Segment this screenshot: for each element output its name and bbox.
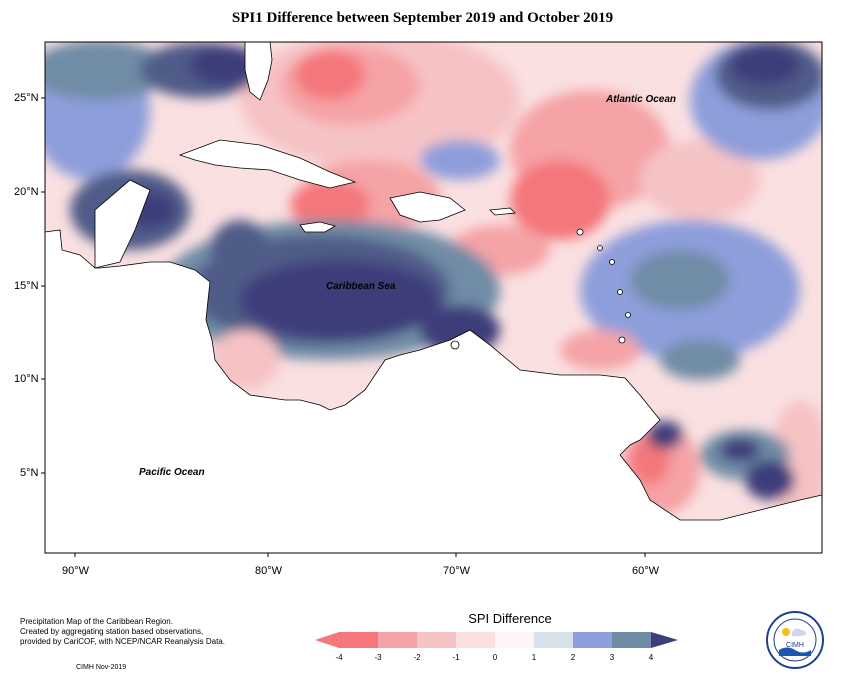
lesser-antilles [450,228,631,350]
map-frame [44,41,823,554]
legend-tick: -3 [374,653,382,662]
lat-label-25: 25°N [14,92,39,104]
legend-title: SPI Difference [468,611,552,626]
legend-tick: 0 [492,653,498,662]
legend-tick: -4 [335,653,343,662]
credits-line-3: provided by CariCOF, with NCEP/NCAR Rean… [20,637,225,646]
credits-line-2: Created by aggregating station based obs… [20,627,204,636]
pacific-ocean-label: Pacific Ocean [139,467,205,478]
legend-tick: 1 [531,653,537,662]
legend-min-arrow [315,632,339,648]
lat-label-5: 5°N [20,467,39,479]
land-masses [44,41,823,554]
legend-tick: 3 [609,653,615,662]
caribbean-sea-label: Caribbean Sea [326,281,396,292]
lon-label-80: 80°W [255,565,283,577]
credits-line-1: Precipitation Map of the Caribbean Regio… [20,617,173,626]
lat-label-20: 20°N [14,186,39,198]
legend-tick: -1 [452,653,460,662]
cimh-logo-icon: CIMH [766,611,824,669]
legend-colorbar [315,632,678,648]
atlantic-ocean-label: Atlantic Ocean [606,94,677,105]
legend-tick: -2 [413,653,421,662]
credits-date: CIMH Nov-2019 [76,664,127,671]
lon-label-60: 60°W [632,565,660,577]
lon-label-70: 70°W [443,565,471,577]
legend-tick: 4 [648,653,654,662]
lat-label-15: 15°N [14,280,39,292]
cimh-logo: CIMH [765,610,825,670]
credits: Precipitation Map of the Caribbean Regio… [20,617,225,647]
svg-text:CIMH: CIMH [786,642,804,649]
map-title: SPI1 Difference between September 2019 a… [231,10,614,26]
axis-ticks [41,97,646,557]
lon-label-90: 90°W [62,565,90,577]
lat-label-10: 10°N [14,373,39,385]
legend-tick: 2 [570,653,576,662]
legend-max-arrow [651,632,678,648]
